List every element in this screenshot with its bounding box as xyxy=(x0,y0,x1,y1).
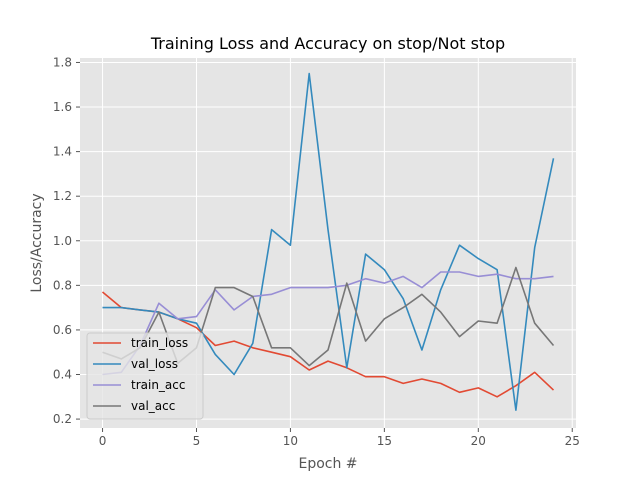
x-tick-label: 25 xyxy=(565,434,580,448)
legend-label: val_loss xyxy=(131,357,178,371)
y-tick-label: 1.2 xyxy=(53,189,72,203)
y-tick-label: 1.4 xyxy=(53,145,72,159)
x-tick-label: 15 xyxy=(377,434,392,448)
y-tick-label: 1.0 xyxy=(53,234,72,248)
legend-label: val_acc xyxy=(131,399,175,413)
legend-label: train_acc xyxy=(131,378,185,392)
x-tick-label: 20 xyxy=(471,434,486,448)
x-axis-label: Epoch # xyxy=(298,456,357,472)
x-tick-label: 5 xyxy=(193,434,201,448)
x-tick-label: 10 xyxy=(283,434,298,448)
x-tick-label: 0 xyxy=(99,434,107,448)
chart-title: Training Loss and Accuracy on stop/Not s… xyxy=(150,34,505,53)
y-axis-label: Loss/Accuracy xyxy=(29,193,45,292)
y-tick-label: 1.6 xyxy=(53,100,72,114)
y-tick-label: 0.8 xyxy=(53,278,72,292)
series-line-train-acc xyxy=(102,271,554,376)
y-tick-label: 0.2 xyxy=(53,412,72,426)
series-lines xyxy=(101,72,555,412)
legend-label: train_loss xyxy=(131,336,188,350)
y-tick-label: 1.8 xyxy=(53,55,72,69)
y-tick-label: 0.4 xyxy=(53,368,72,382)
y-tick-label: 0.6 xyxy=(53,323,72,337)
legend-box xyxy=(86,332,204,420)
legend: train_loss val_loss train_acc val_acc xyxy=(86,332,204,420)
axis-ticks: 0 5 10 15 20 25 0.2 0.4 0.6 0.8 1.0 1.2 1.4 1.6 1.8 xyxy=(53,55,580,448)
